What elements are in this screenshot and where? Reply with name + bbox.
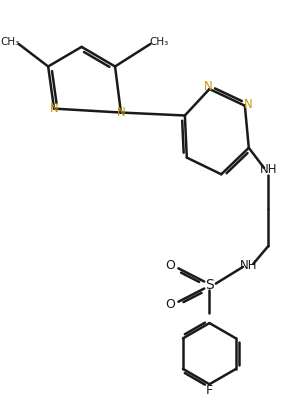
Text: NH: NH xyxy=(240,259,258,272)
Text: F: F xyxy=(206,384,213,397)
Text: NH: NH xyxy=(260,163,277,176)
Text: N: N xyxy=(204,80,212,93)
Text: N: N xyxy=(50,102,58,115)
Text: S: S xyxy=(205,278,214,292)
Text: CH₃: CH₃ xyxy=(149,36,168,47)
Text: N: N xyxy=(244,98,253,111)
Text: O: O xyxy=(165,298,176,311)
Text: N: N xyxy=(117,106,125,119)
Text: O: O xyxy=(165,259,176,272)
Text: CH₃: CH₃ xyxy=(1,36,20,47)
